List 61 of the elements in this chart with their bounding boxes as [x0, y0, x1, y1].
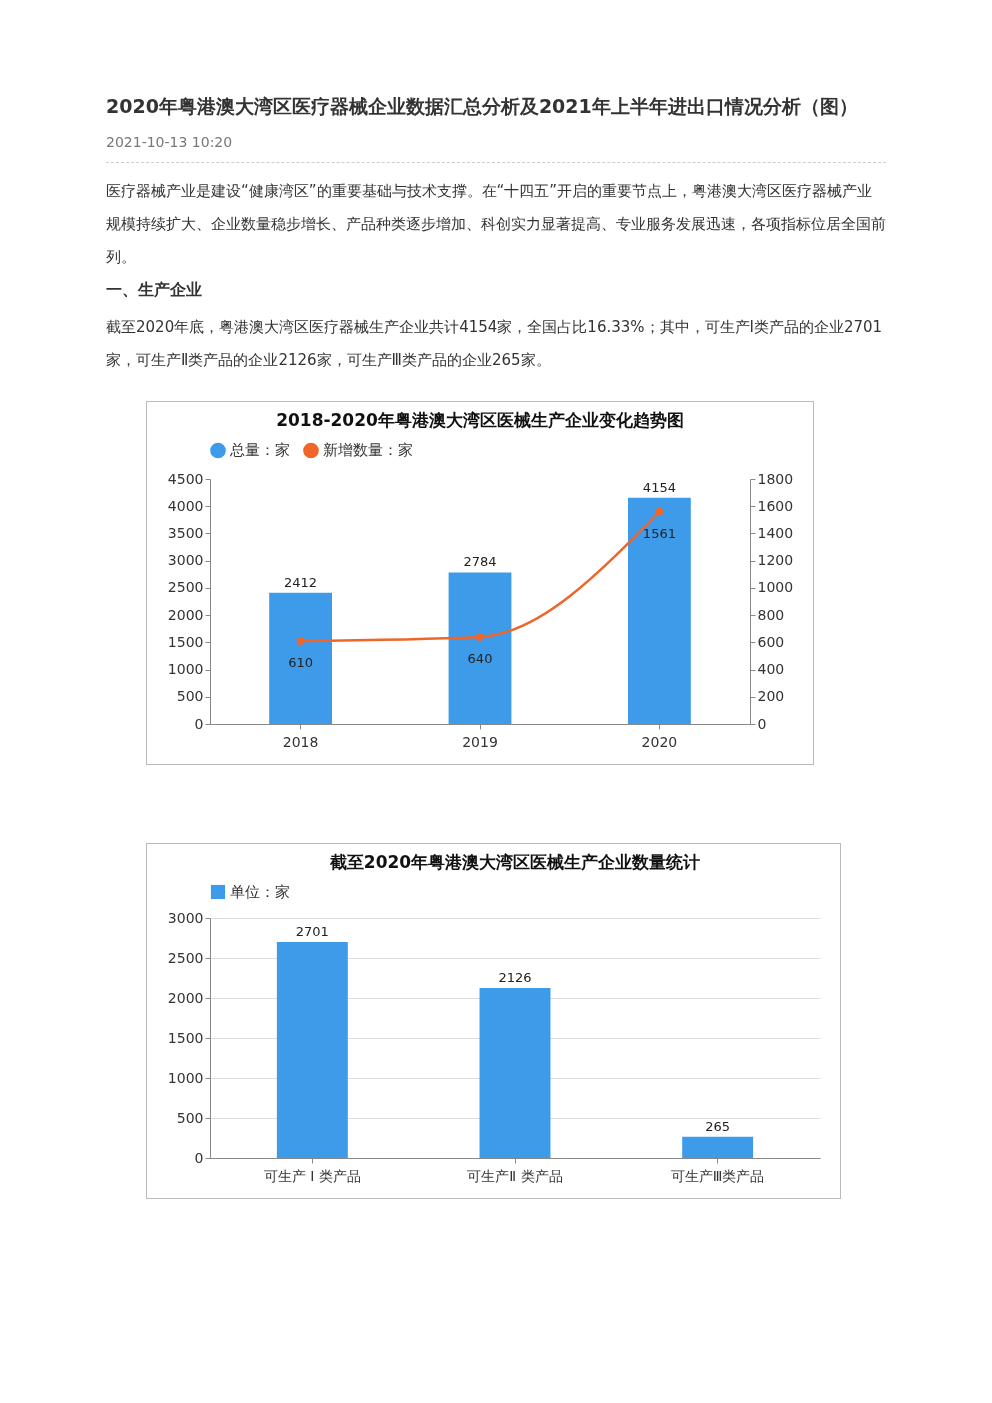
y-tick-label: 0 — [194, 1149, 204, 1166]
y2-tick-label: 1200 — [757, 552, 794, 569]
bar — [448, 572, 512, 724]
y-tick-label: 4000 — [167, 497, 204, 514]
y2-tick-label: 600 — [757, 633, 785, 650]
x-tick-label: 可生产Ⅱ 类产品 — [467, 1167, 563, 1184]
y-tick-label: 3000 — [167, 909, 204, 926]
y-tick-label: 3000 — [167, 552, 204, 569]
bar — [628, 497, 691, 724]
y-tick-label: 2500 — [167, 579, 204, 596]
y-tick-label: 500 — [176, 688, 204, 705]
bar — [276, 941, 348, 1158]
y-tick-label: 2000 — [167, 989, 204, 1006]
text: 一、生产企业 — [106, 280, 203, 301]
y-tick-label: 1000 — [167, 661, 204, 678]
y2-tick-label: 400 — [757, 661, 785, 678]
data-label: 2784 — [463, 554, 497, 570]
x-tick-label: 2019 — [462, 733, 498, 750]
point — [655, 507, 664, 516]
text: 2021-10-13 10:20 — [106, 134, 886, 163]
data-label: 2412 — [284, 574, 318, 590]
bar — [269, 592, 332, 724]
text: 医疗器械产业是建设“健康湾区”的重要基础与技术支撑。在“十四五”开启的重要节点上，粤港澳大湾区医疗器械产业规模持续扩大、企业数量稳步增长、产品种类逐步增加、科创实力显著提高、专业服务发展迅速，各项指标位居全国前列。 — [106, 181, 886, 268]
y2-tick-label: 1000 — [757, 579, 794, 596]
data-label: 610 — [288, 654, 314, 670]
y-tick-label: 4500 — [167, 470, 204, 487]
legend-label: 单位：家 — [230, 883, 290, 901]
data-label: 265 — [705, 1118, 731, 1134]
x-tick-label: 可生产Ⅲ类产品 — [670, 1167, 765, 1184]
y-tick-label: 0 — [194, 715, 204, 732]
x-tick-label: 2020 — [641, 733, 678, 750]
x-tick-label: 可生产 Ⅰ 类产品 — [263, 1167, 361, 1184]
bar — [682, 1136, 754, 1158]
x-tick-label: 2018 — [282, 733, 319, 750]
text: 截至2020年底，粤港澳大湾区医疗器械生产企业共计4154家，全国占比16.33%；其中，可生产Ⅰ类产品的企业2701家，可生产Ⅱ类产品的企业2126家，可生产Ⅲ类产品的企业265家。 — [106, 317, 884, 371]
data-label: 1561 — [642, 525, 676, 541]
bar — [479, 987, 551, 1158]
data-label: 2701 — [295, 923, 329, 939]
y-tick-label: 1000 — [167, 1069, 204, 1086]
y-tick-label: 1500 — [167, 1029, 204, 1046]
text: 2020年粤港澳大湾区医疗器械企业数据汇总分析及2021年上半年进出口情况分析（图） — [106, 94, 859, 119]
point — [296, 637, 305, 645]
y2-tick-label: 800 — [757, 606, 785, 623]
data-label: 4154 — [642, 479, 676, 495]
chart-title: 2018-2020年粤港澳大湾区医械生产企业变化趋势图 — [276, 410, 684, 430]
legend-label: 新增数量：家 — [323, 441, 413, 460]
y2-tick-label: 0 — [757, 715, 767, 732]
legend-label: 总量：家 — [229, 441, 290, 460]
point — [476, 633, 484, 641]
y-tick-label: 2500 — [167, 949, 204, 966]
y-tick-label: 1500 — [167, 633, 204, 650]
y2-tick-label: 1400 — [757, 524, 794, 541]
data-label: 2126 — [498, 969, 532, 985]
y-tick-label: 2000 — [167, 606, 204, 623]
y-tick-label: 3500 — [167, 524, 204, 541]
y2-tick-label: 200 — [757, 688, 785, 705]
y2-tick-label: 1800 — [757, 470, 794, 487]
y-tick-label: 500 — [176, 1109, 204, 1126]
chart-title: 截至2020年粤港澳大湾区医械生产企业数量统计 — [328, 852, 701, 872]
y2-tick-label: 1600 — [757, 497, 794, 514]
data-label: 640 — [467, 650, 493, 666]
